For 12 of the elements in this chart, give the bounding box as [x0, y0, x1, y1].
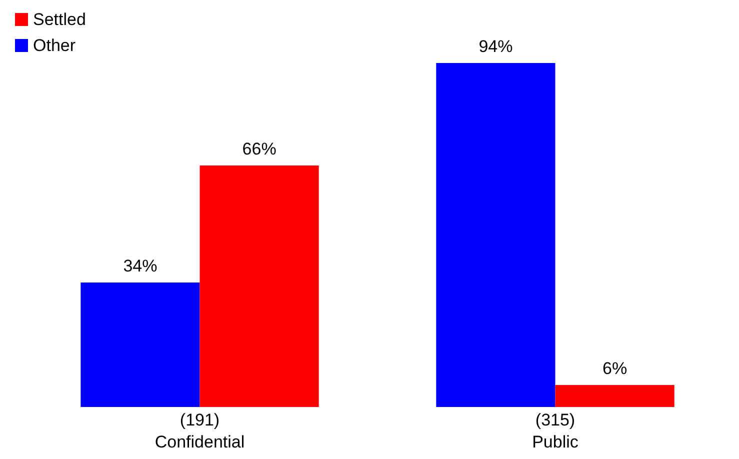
data-label: 6%	[602, 359, 628, 378]
x-tick-label: (191) Confidential	[154, 410, 245, 452]
data-label: 66%	[242, 139, 276, 158]
x-tick-label: (315) Public	[532, 410, 579, 452]
data-label: 34%	[123, 256, 158, 276]
bar	[80, 282, 200, 407]
legend-label: Other	[33, 36, 76, 55]
bar	[555, 385, 674, 407]
bar	[200, 165, 319, 407]
bar	[436, 62, 556, 407]
data-label: 94%	[478, 36, 513, 56]
legend-label: Settled	[33, 10, 86, 29]
